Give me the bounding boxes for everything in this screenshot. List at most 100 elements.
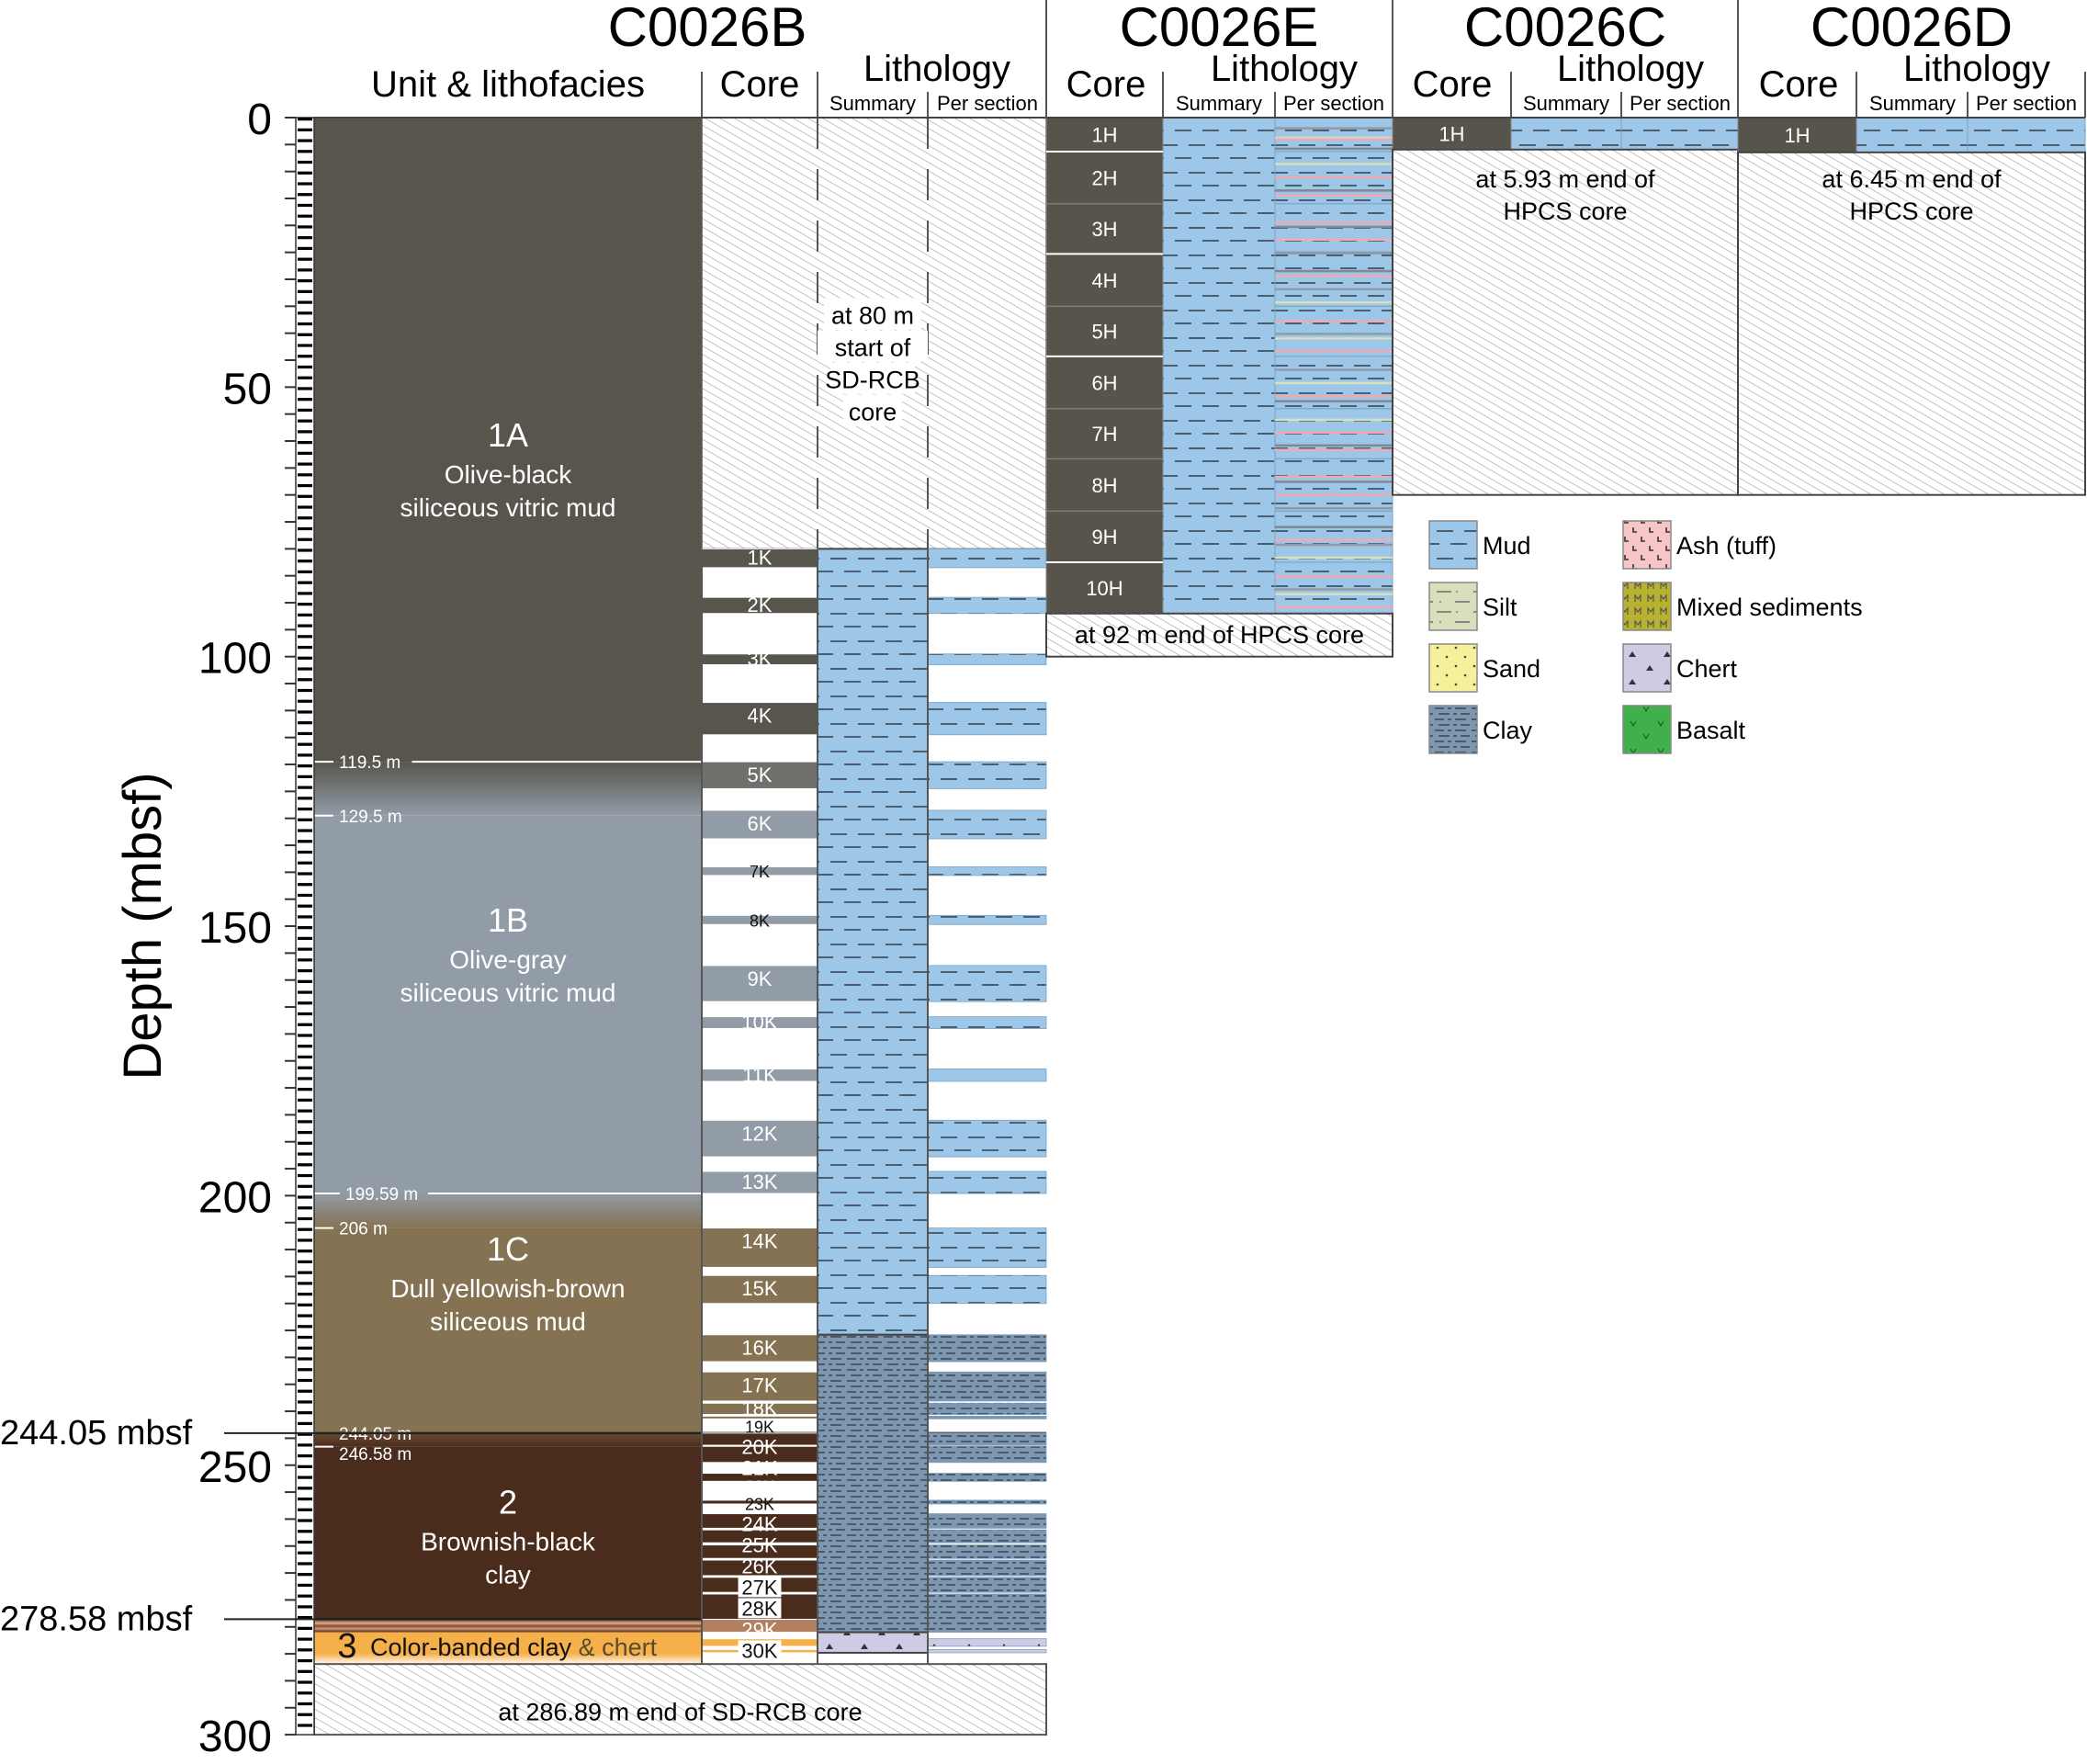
scale-bar-segment [298,1508,312,1511]
core-label: 18K [741,1396,777,1419]
core-13K [701,1170,818,1194]
axis-label: Depth (mbsf) [113,772,173,1080]
unit-name-line: Olive-black [445,460,572,489]
boundary-label: 244.05 m [339,1425,412,1444]
thin-interbed [1275,593,1393,595]
thin-interbed [1275,333,1393,335]
col-header-core-b: Core [720,64,800,105]
scale-bar-segment [298,355,312,358]
color-band [314,1619,702,1623]
axis-tick-label: 200 [198,1173,272,1222]
scale-bar-segment [298,721,312,725]
core-label: 3K [748,648,773,671]
color-band [314,1622,702,1625]
scale-bar-segment [298,688,312,693]
core-5H [1045,305,1164,357]
note-backdrop [843,394,902,426]
col-header-persection-b: Per section [937,92,1038,115]
core-15K [701,1274,818,1305]
scale-bar-segment [298,893,312,898]
per-section-7K [927,866,1047,876]
thin-interbed [1275,147,1393,151]
per-section-28K [927,1577,1047,1593]
col-header-core-d: Core [1759,64,1839,105]
thin-interbed [1275,418,1393,422]
col-header-lithology-b: Lithology [863,49,1010,89]
scale-bar-segment [298,872,312,876]
unit-name-line: clay [485,1561,531,1589]
scale-bar-segment [298,494,312,498]
col-header-summary-c: Summary [1523,92,1609,115]
log-columns: at 80 m start of SD-RCB core 1A Olive-black si… [313,117,2086,1736]
scale-bar-segment [298,883,312,887]
scale-bar-segment [298,818,312,821]
thin-interbed [1275,481,1393,483]
scale-bar-segment [298,279,312,283]
scale-bar-segment [298,1368,312,1372]
per-section-10H [1274,561,1393,615]
scale-bar-segment [298,979,312,983]
scale-bar-segment [298,516,312,520]
core-label: 12K [741,1122,777,1145]
col-header-lithology-c: Lithology [1557,49,1704,89]
core-label: 23K [745,1495,774,1513]
core-label: 14K [741,1230,777,1253]
unit-name-line: Brownish-black [421,1528,596,1556]
scale-bar-segment [298,1077,312,1080]
scale-bar-segment [298,1120,312,1124]
core-10H [1045,561,1164,615]
color-band [314,1624,702,1628]
thin-interbed [1275,493,1393,497]
per-section-18K [927,1402,1047,1416]
scale-bar-segment [298,1152,312,1156]
scale-bar-segment [298,526,312,531]
core-label: 6H [1091,371,1117,394]
legend-label: Chert [1676,655,1738,683]
scale-bar-segment [298,537,312,541]
mud-swatch-icon [1428,520,1478,570]
scale-bar-segment [298,236,312,240]
col-header-summary-e: Summary [1176,92,1262,115]
per-section-29K [927,1593,1047,1620]
scale-bar-segment [298,1282,312,1285]
scale-bar-segment [298,603,312,606]
scale-bar-segment [298,1648,312,1652]
per-section-24K [927,1513,1047,1529]
scale-bar-segment [298,1594,312,1598]
core-label: 6K [748,812,773,835]
thin-interbed [1275,475,1393,479]
per-section-9H [1274,510,1393,563]
scale-bar-segment [298,128,312,131]
core-14K [701,1227,818,1268]
chert-swatch-icon [1622,643,1672,693]
scale-bar-segment [298,193,312,197]
scale-bar-segment [298,1724,312,1727]
scale-bar-segment [298,1001,312,1005]
scale-bar-segment [298,699,312,703]
note-backdrop [818,330,928,362]
per-section-16K [927,1334,1047,1363]
scale-bar-segment [298,1562,312,1566]
boundary-label: 199.59 m [345,1185,418,1204]
thin-interbed [1275,320,1393,322]
core-label: 22K [745,1477,774,1496]
core-1H [1392,117,1512,151]
per-section-8H [1274,458,1393,512]
thin-interbed [1275,575,1393,578]
scale-bar-segment [298,678,312,682]
scale-bar-segment [298,926,312,930]
scale-bar-segment [298,1184,312,1188]
scale-bar-segment [298,958,312,962]
thin-interbed [1275,175,1393,179]
scale-bar-segment [298,1583,312,1588]
scale-bar-segment [298,1271,312,1274]
scale-bar-segment [298,462,312,466]
scale-bar-segment [298,1464,312,1468]
scale-bar-segment [298,1454,312,1458]
scale-bar-segment [298,1098,312,1102]
thin-interbed [1275,395,1393,398]
scale-bar-segment [298,1055,312,1059]
unit-name-line: siliceous vitric mud [400,978,616,1007]
scale-bar-segment [298,160,312,164]
unit-id-1B: 1B [488,901,528,939]
